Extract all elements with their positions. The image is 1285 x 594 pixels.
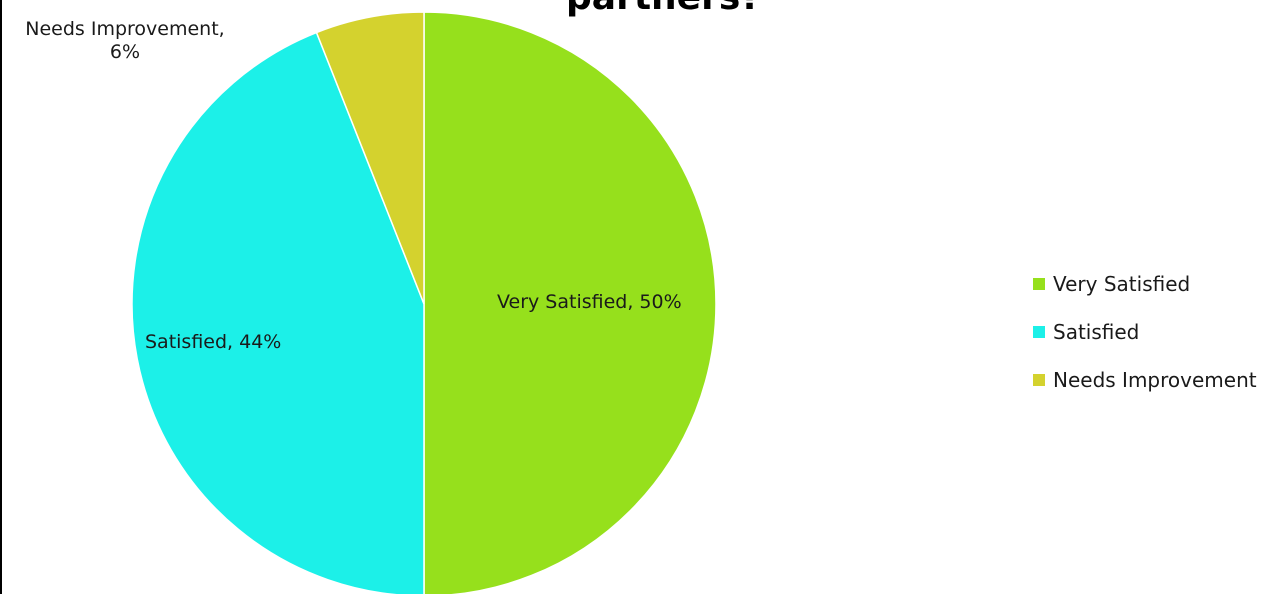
legend-label-very-satisfied: Very Satisfied: [1053, 272, 1191, 296]
legend: Very Satisfied Satisfied Needs Improveme…: [1033, 260, 1257, 404]
legend-label-satisfied: Satisfied: [1053, 320, 1140, 344]
legend-label-needs-improvement: Needs Improvement: [1053, 368, 1257, 392]
chart-title: partners?: [566, 0, 761, 16]
slice-label-needs-improvement-line1: Needs Improvement,: [25, 18, 225, 40]
pie-slice-satisfied: [131, 31, 425, 594]
legend-swatch-needs-improvement: [1033, 374, 1045, 386]
pie-slice-very-satisfied: [423, 11, 717, 594]
pie-slice-needs-improvement: [315, 11, 425, 305]
slice-label-needs-improvement: Needs Improvement, 6%: [10, 18, 240, 64]
slice-label-satisfied: Satisfied, 44%: [145, 331, 282, 353]
slice-label-needs-improvement-line2: 6%: [109, 40, 141, 63]
legend-item-satisfied: Satisfied: [1033, 308, 1257, 356]
slice-label-very-satisfied: Very Satisfied, 50%: [497, 291, 682, 313]
legend-swatch-very-satisfied: [1033, 278, 1045, 290]
legend-swatch-satisfied: [1033, 326, 1045, 338]
legend-item-needs-improvement: Needs Improvement: [1033, 356, 1257, 404]
legend-item-very-satisfied: Very Satisfied: [1033, 260, 1257, 308]
